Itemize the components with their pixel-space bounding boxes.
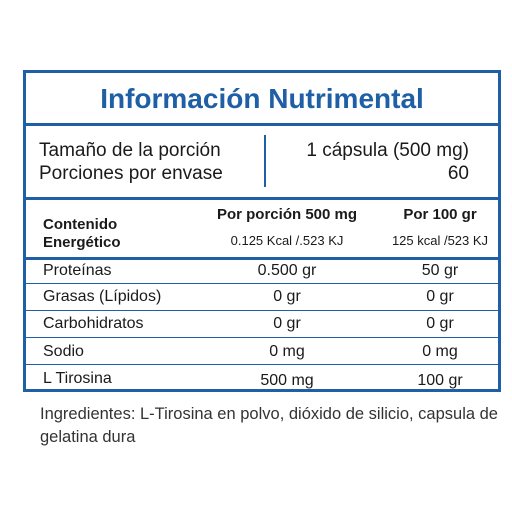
row-carbs-portion: 0 gr	[273, 315, 301, 332]
energy-per-100g: 125 kcal /523 KJ	[391, 233, 489, 248]
row-carbs-name: Carbohidratos	[43, 315, 144, 332]
energy-label-line1: Contenido	[43, 216, 118, 233]
serving-divider	[264, 135, 266, 187]
row-divider	[26, 283, 498, 284]
row-divider	[26, 337, 498, 338]
row-sodium-name: Sodio	[43, 343, 84, 360]
row-protein-portion: 0.500 gr	[257, 262, 317, 279]
row-protein-per100: 50 gr	[421, 262, 459, 279]
row-fat-name: Grasas (Lípidos)	[43, 288, 162, 305]
row-carbs-per100: 0 gr	[426, 315, 454, 332]
row-sodium-per100: 0 mg	[422, 343, 458, 360]
servings-per-container-value: 60	[447, 163, 469, 184]
energy-label-line2: Energético	[43, 234, 121, 251]
per-100g-header: Por 100 gr	[403, 206, 477, 223]
row-tyrosine-per100: 100 gr	[417, 372, 463, 389]
row-divider	[26, 364, 498, 365]
row-tyrosine-name: L Tirosina	[43, 370, 112, 387]
row-protein-name: Proteínas	[43, 262, 112, 279]
row-fat-per100: 0 gr	[426, 288, 454, 305]
serving-size-value: 1 cápsula (500 mg)	[306, 140, 469, 161]
row-tyrosine-portion: 500 mg	[260, 372, 314, 389]
servings-per-container-label: Porciones por envase	[39, 163, 223, 184]
per-portion-header: Por porción 500 mg	[216, 206, 358, 223]
divider-title	[26, 123, 498, 126]
divider-header	[26, 257, 498, 260]
divider-serving	[26, 197, 498, 200]
row-sodium-portion: 0 mg	[269, 343, 305, 360]
serving-size-label: Tamaño de la porción	[39, 140, 221, 161]
row-fat-portion: 0 gr	[273, 288, 301, 305]
panel-title: Información Nutrimental	[100, 83, 424, 114]
nutrition-panel: Información Nutrimental Tamaño de la por…	[23, 70, 501, 392]
ingredients-text: Ingredientes: L-Tirosina en polvo, dióxi…	[40, 405, 498, 446]
energy-per-portion: 0.125 Kcal /.523 KJ	[230, 233, 344, 248]
row-divider	[26, 310, 498, 311]
